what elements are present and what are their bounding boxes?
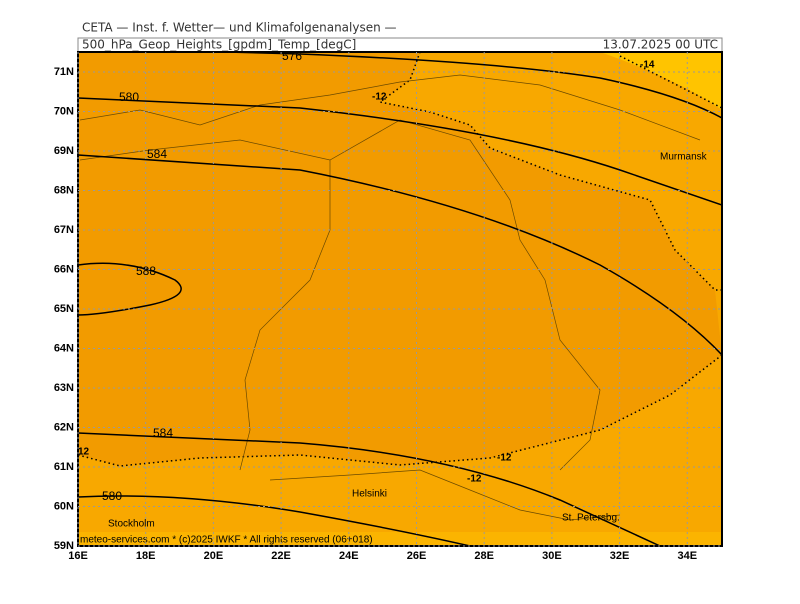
valid-time: 13.07.2025 00 UTC xyxy=(603,38,718,52)
height-label: 584 xyxy=(147,147,167,161)
cold-fill xyxy=(78,52,722,466)
height-label: 588 xyxy=(136,264,156,278)
lat-label: 67N xyxy=(54,224,74,236)
warm-fill xyxy=(600,52,722,110)
temp-label: -12 xyxy=(497,453,512,464)
lat-label: 60N xyxy=(54,500,74,512)
city-label: Helsinki xyxy=(352,489,387,500)
lon-label: 22E xyxy=(271,550,291,562)
lon-label: 18E xyxy=(136,550,156,562)
lat-label: 59N xyxy=(54,540,74,552)
temp-label: -12 xyxy=(372,92,387,103)
lon-label: 26E xyxy=(407,550,427,562)
city-label: Murmansk xyxy=(660,152,708,163)
south-fill xyxy=(78,532,722,546)
product: 500_hPa_Geop_Heights_[gpdm]_Temp_[degC] xyxy=(82,38,356,52)
lat-label: 61N xyxy=(54,461,74,473)
height-contours xyxy=(78,52,722,546)
city-label: St. Petersbg. xyxy=(562,513,620,524)
map-area xyxy=(78,52,722,546)
lon-label: 24E xyxy=(339,550,359,562)
height-label: 580 xyxy=(119,90,139,104)
lon-label: 28E xyxy=(474,550,494,562)
height-label: 576 xyxy=(282,49,302,63)
lat-label: 64N xyxy=(54,342,74,354)
borders xyxy=(79,74,701,521)
temp-label: 12 xyxy=(78,447,90,458)
lat-label: 66N xyxy=(54,263,74,275)
height-label: 580 xyxy=(102,489,122,503)
lon-label: 16E xyxy=(68,550,88,562)
lon-label: 32E xyxy=(610,550,630,562)
lat-label: 70N xyxy=(54,105,74,117)
lat-label: 69N xyxy=(54,145,74,157)
temp-label: -14 xyxy=(640,60,655,71)
lat-label: 68N xyxy=(54,184,74,196)
city-label: Stockholm xyxy=(108,519,155,530)
height-label: 584 xyxy=(153,426,173,440)
lon-label: 30E xyxy=(542,550,562,562)
lat-label: 63N xyxy=(54,382,74,394)
lat-label: 62N xyxy=(54,421,74,433)
institute: CETA — Inst. f. Wetter— und Klimafolgena… xyxy=(82,21,397,35)
lon-label: 34E xyxy=(678,550,698,562)
temp-label: -12 xyxy=(467,474,482,485)
footer: meteo-services.com * (c)2025 IWKF * All … xyxy=(80,535,373,546)
temp-contours xyxy=(78,52,722,467)
lat-label: 71N xyxy=(54,66,74,78)
lat-label: 65N xyxy=(54,303,74,315)
lon-label: 20E xyxy=(204,550,224,562)
